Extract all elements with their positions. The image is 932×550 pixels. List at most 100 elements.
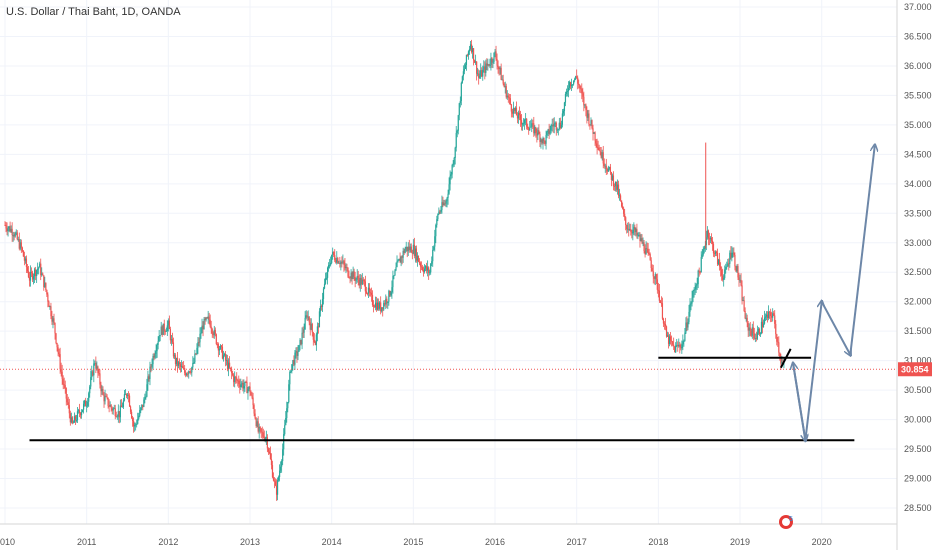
candle-body-304 [314, 342, 316, 346]
candle-body-664 [682, 341, 684, 345]
candle-body-728 [747, 323, 749, 331]
candle-body-292 [302, 332, 304, 334]
candle-body-434 [447, 193, 449, 198]
candle-body-236 [245, 381, 247, 383]
projection-arrow-3 [820, 301, 851, 355]
candle-body-295 [305, 315, 307, 318]
candle-body-330 [341, 261, 343, 263]
candle-body-731 [750, 330, 752, 336]
candle-body-518 [533, 123, 535, 134]
candle-body-374 [386, 298, 388, 303]
candle-body-549 [564, 93, 567, 103]
candle-body-621 [638, 234, 640, 236]
candle-body-107 [113, 408, 115, 410]
candle-body-693 [711, 240, 714, 244]
candle-body-307 [317, 326, 320, 328]
candle-body-551 [566, 91, 569, 92]
candle-body-309 [319, 306, 322, 312]
candle-body-196 [204, 318, 206, 321]
candle-body-354 [365, 291, 367, 294]
candle-body-271 [281, 461, 283, 467]
candle-body-50 [55, 333, 57, 343]
candle-body-115 [121, 406, 124, 408]
candle-body-23 [27, 271, 30, 278]
candle-body-448 [461, 76, 463, 83]
candle-body-62 [67, 402, 69, 406]
candle-body-531 [546, 131, 548, 136]
candle-body-404 [416, 255, 419, 261]
candle-body-338 [349, 277, 351, 279]
candle-body-284 [294, 352, 296, 365]
candle-body-530 [545, 135, 547, 144]
tradingview-logo-icon[interactable]: 5 [779, 515, 793, 529]
candle-body-95 [101, 389, 103, 392]
time-axis[interactable]: 2010 2011 2012 2013 2014 2015 2016 2017 2018 2019… [0, 537, 832, 547]
candle-body-700 [719, 259, 721, 267]
candle-body-601 [617, 184, 620, 196]
candle-body-470 [484, 66, 486, 73]
candle-body-17 [21, 247, 23, 251]
candle-body-229 [238, 380, 240, 385]
candle-body-511 [526, 118, 528, 127]
candle-body-514 [529, 127, 531, 131]
candle-body-502 [516, 115, 519, 119]
candle-body-327 [338, 262, 340, 264]
candle-body-677 [695, 285, 697, 290]
candle-body-141 [148, 376, 150, 379]
candle-body-750 [770, 312, 772, 316]
candle-body-616 [633, 226, 635, 230]
candle-body-36 [41, 273, 43, 276]
candle-body-582 [598, 147, 600, 151]
candle-body-512 [527, 126, 529, 129]
candle-body-485 [499, 67, 501, 70]
candle-body-500 [514, 107, 517, 111]
candle-body-251 [260, 428, 262, 432]
price-axis[interactable]: 37.000 36.500 36.000 35.500 35.000 34.500 34.0… [898, 2, 932, 513]
candle-body-12 [16, 232, 18, 240]
candle-body-478 [492, 61, 494, 63]
candle-body-30 [35, 269, 37, 276]
candle-body-565 [581, 89, 583, 94]
candle-body-316 [326, 267, 329, 278]
candle-body-39 [44, 282, 46, 287]
candle-body-76 [81, 409, 84, 412]
candle-body-353 [364, 281, 366, 292]
candle-body-479 [493, 52, 495, 62]
candle-body-445 [458, 103, 460, 116]
y-tick-label: 31.000 [904, 356, 932, 366]
candle-body-496 [510, 104, 512, 112]
candle-body-666 [684, 332, 686, 341]
candle-body-548 [563, 102, 566, 112]
candle-body-331 [342, 261, 344, 263]
candle-body-508 [523, 123, 525, 125]
current-price-label: 30.854 [901, 364, 929, 374]
candle-body-90 [96, 366, 98, 369]
candle-body-202 [210, 326, 212, 330]
candle-body-245 [254, 413, 256, 419]
candle-body-758 [778, 342, 780, 353]
candle-body-422 [435, 225, 437, 237]
candle-body-615 [632, 229, 634, 234]
candle-body-420 [433, 246, 435, 250]
y-tick-label: 32.000 [904, 297, 932, 307]
candle-body-288 [298, 345, 300, 352]
candle-body-286 [296, 351, 298, 356]
candle-body-690 [708, 238, 711, 240]
x-tick-label: 2017 [567, 537, 587, 547]
candle-body-73 [78, 410, 81, 414]
candle-body-533 [548, 129, 550, 134]
candle-body-317 [328, 265, 330, 268]
candle-body-396 [408, 246, 410, 251]
candle-body-135 [142, 404, 144, 407]
candle-body-562 [578, 83, 580, 86]
candle-body-165 [172, 342, 175, 357]
candle-body-489 [503, 83, 505, 88]
candle-body-24 [28, 277, 31, 281]
candle-body-361 [372, 305, 375, 307]
candle-body-192 [200, 333, 202, 335]
candle-body-578 [594, 132, 596, 141]
y-tick-label: 33.500 [904, 208, 932, 218]
candle-body-742 [761, 321, 764, 328]
candle-body-154 [161, 326, 163, 335]
